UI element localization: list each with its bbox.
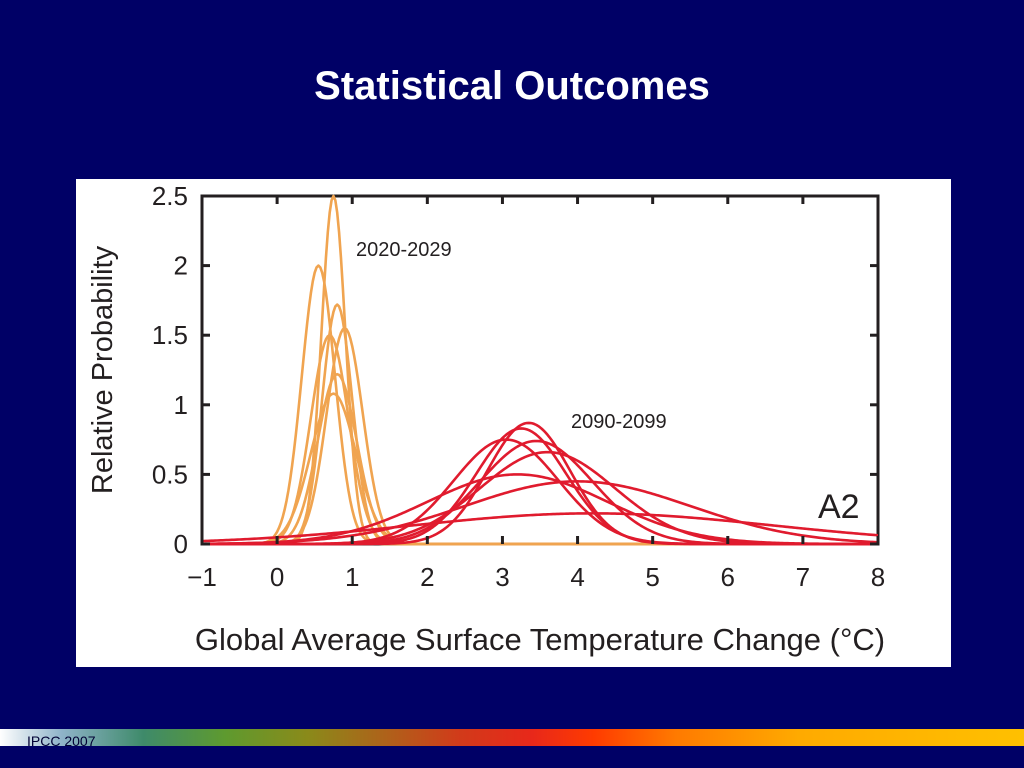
x-tick-label-7: 7 [796, 562, 810, 592]
y-tick-label-1: 1 [174, 390, 188, 420]
y-tick-label-2-5: 2.5 [152, 181, 188, 211]
x-tick-label-5: 5 [645, 562, 659, 592]
series-line-2090-2099-7 [201, 480, 879, 546]
y-axis-label: Relative Probability [87, 245, 119, 494]
x-tick-label-neg1: −1 [187, 562, 217, 592]
annotation-2090-2099: 2090-2099 [571, 411, 667, 433]
chart-panel: −1 0 1 2 3 4 5 6 7 8 0 0.5 1 1.5 2 2.5 Relative Probabi… [76, 179, 951, 667]
footer-gradient-bar [0, 729, 1024, 746]
y-tick-label-0: 0 [174, 529, 188, 559]
y-tick-label-1-5: 1.5 [152, 320, 188, 350]
x-tick-label-4: 4 [570, 562, 584, 592]
curves-layer [201, 194, 879, 546]
y-tick-label-0-5: 0.5 [152, 459, 188, 489]
annotation-2020-2029: 2020-2029 [356, 239, 452, 261]
x-axis-label: Global Average Surface Temperature Chang… [195, 622, 885, 657]
x-tick-label-1: 1 [345, 562, 359, 592]
x-tick-label-0: 0 [270, 562, 284, 592]
x-tick-label-6: 6 [721, 562, 735, 592]
x-tick-label-2: 2 [420, 562, 434, 592]
slide-title: Statistical Outcomes [314, 64, 710, 108]
x-tick-label-8: 8 [871, 562, 885, 592]
x-tick-label-3: 3 [495, 562, 509, 592]
footer-source: IPCC 2007 [27, 733, 96, 749]
density-chart: −1 0 1 2 3 4 5 6 7 800.511.522.5 Relative Probabi… [87, 181, 885, 657]
tick-labels-layer: −1 0 1 2 3 4 5 6 7 800.511.522.5 [152, 181, 885, 592]
scenario-label-a2: A2 [818, 488, 860, 526]
ticks-layer [200, 194, 880, 546]
y-tick-label-2: 2 [174, 251, 188, 281]
series-line-2090-2099-8 [201, 512, 879, 543]
series-line-2090-2099-6 [201, 473, 879, 546]
